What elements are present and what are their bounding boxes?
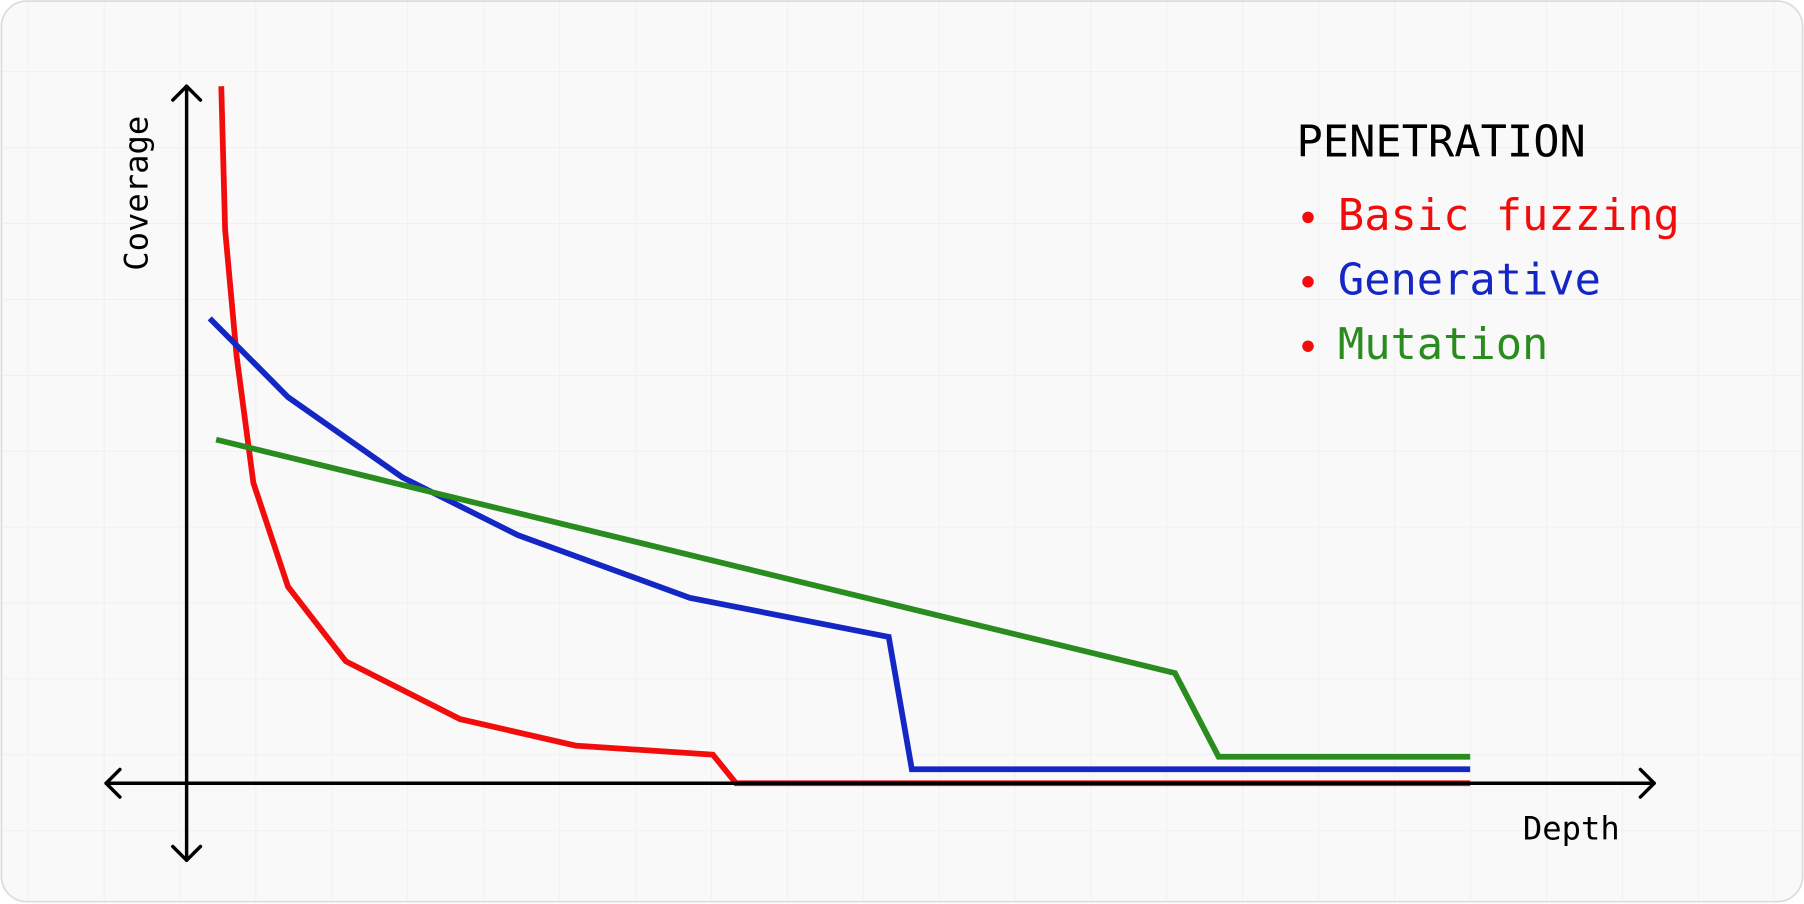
legend-bullet [1302,211,1314,224]
series-line [215,436,1471,760]
y-axis-arrows [171,84,203,863]
legend-entry: Generative [1338,254,1601,305]
x-axis-arrows [104,767,1656,799]
plot-area [207,86,1471,787]
legend-bullet [1302,276,1314,288]
legend-entry: Basic fuzzing [1338,190,1680,241]
legend-title: PENETRATION [1296,116,1585,167]
series-line [207,316,1471,773]
legend-entry: Mutation [1338,319,1548,370]
axes [104,84,1656,863]
y-axis-label: Coverage [118,116,156,271]
legend-bullet [1302,340,1314,352]
series-line [218,86,1471,787]
legend: Basic fuzzing Generative Mutation [1302,190,1680,370]
x-axis-label: Depth [1523,810,1620,848]
